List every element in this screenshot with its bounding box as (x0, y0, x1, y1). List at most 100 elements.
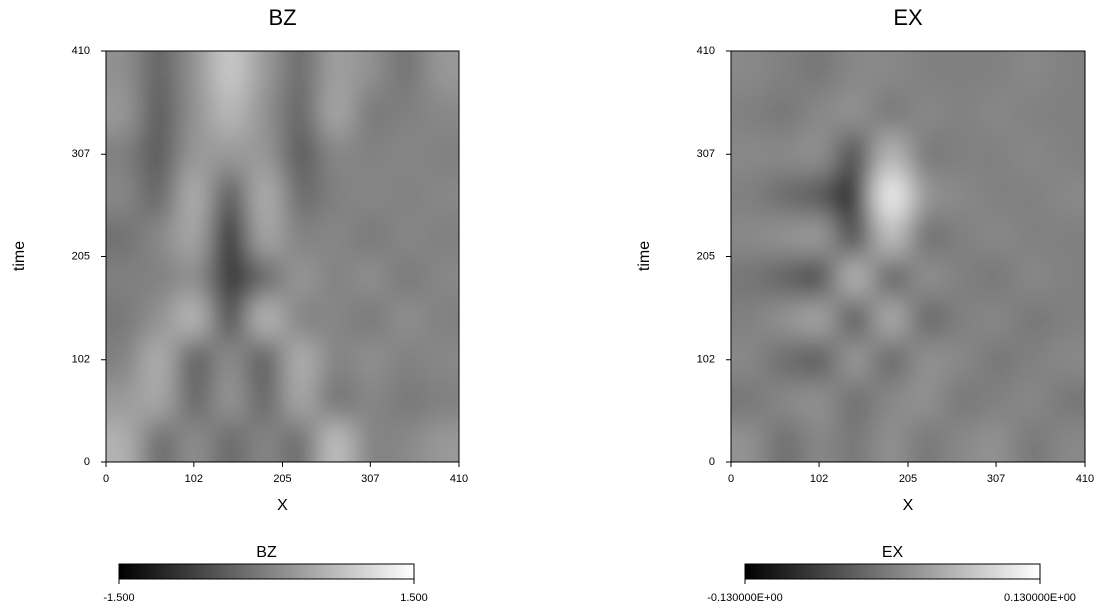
heatmap-cell (1014, 51, 1051, 93)
heatmap-cell (1014, 379, 1051, 422)
heatmap-cell (978, 215, 1015, 257)
x-tick-label: 410 (1076, 473, 1094, 485)
heatmap-cell (978, 338, 1015, 381)
heatmap-cell (353, 420, 389, 462)
heatmap-cell (908, 297, 944, 340)
heatmap-cell (766, 51, 803, 93)
heatmap-cell (872, 215, 909, 257)
heatmap-cell (141, 256, 178, 299)
heatmap-cell (978, 256, 1015, 299)
y-tick-label: 410 (697, 45, 715, 57)
heatmap-cell (388, 133, 425, 175)
heatmap-cell (872, 256, 909, 299)
heatmap-cell (211, 297, 248, 340)
heatmap-cell (388, 256, 425, 299)
heatmap-cell (837, 256, 874, 299)
heatmap-cell (872, 133, 909, 175)
colorbar-tick-label: 0.130000E+00 (1004, 592, 1076, 604)
heatmap-cell (282, 379, 319, 422)
heatmap-cell (978, 420, 1015, 462)
heatmap-cell (1049, 133, 1085, 175)
heatmap-cell (1014, 420, 1051, 462)
heatmap-cell (978, 92, 1015, 134)
heatmap-cell (1014, 215, 1051, 257)
heatmap-cell (766, 338, 803, 381)
heatmap-cell (801, 297, 838, 340)
heatmap-cell (801, 338, 838, 381)
heatmap-cell (908, 174, 944, 216)
heatmap-cell (388, 338, 425, 381)
heatmap-cell (1014, 133, 1051, 175)
heatmap-cell (978, 379, 1015, 422)
heatmap-cell (908, 338, 944, 381)
heatmap-cell (141, 174, 178, 216)
heatmap-cell (176, 215, 213, 257)
heatmap-cell (943, 215, 980, 257)
heatmap-cell (282, 420, 319, 462)
heatmap-cell (731, 174, 767, 216)
heatmap-cell (1049, 379, 1085, 422)
heatmap-cell (423, 174, 459, 216)
heatmap-cell (141, 215, 178, 257)
heatmap-cell (731, 420, 767, 462)
heatmap-cell (423, 92, 459, 134)
heatmap-cell (801, 174, 838, 216)
heatmap-cell (837, 215, 874, 257)
heatmap-cell (978, 174, 1015, 216)
heatmap-cell (211, 215, 248, 257)
heatmap-cell (801, 379, 838, 422)
heatmap-cell (1049, 51, 1085, 93)
heatmap-cell (317, 297, 354, 340)
heatmap-cell (872, 297, 909, 340)
heatmap-cell (423, 420, 459, 462)
heatmap-cell (282, 174, 319, 216)
heatmap-cell (908, 133, 944, 175)
heatmap-cell (141, 420, 178, 462)
heatmap-cell (1014, 297, 1051, 340)
heatmap-cell (1049, 92, 1085, 134)
heatmap-cell (423, 379, 459, 422)
heatmap-cell (801, 420, 838, 462)
heatmap-cell (317, 338, 354, 381)
heatmap-cell (872, 51, 909, 93)
heatmap-cell (908, 379, 944, 422)
heatmap-cell (388, 215, 425, 257)
colorbar-label: EX (882, 544, 904, 561)
heatmap-cell (211, 379, 248, 422)
y-tick-label: 307 (697, 148, 715, 160)
heatmap-cell (766, 174, 803, 216)
x-tick-label: 307 (987, 473, 1005, 485)
heatmap-cell (247, 420, 283, 462)
heatmap-cell (423, 215, 459, 257)
heatmap-cell (353, 92, 389, 134)
heatmap-cell (353, 338, 389, 381)
heatmap-cells (731, 51, 1085, 462)
heatmap-cell (388, 174, 425, 216)
heatmap-cell (801, 256, 838, 299)
heatmap-cell (766, 215, 803, 257)
heatmap-cell (211, 420, 248, 462)
heatmap-cell (1049, 256, 1085, 299)
heatmap-cell (211, 133, 248, 175)
heatmap-cell (141, 338, 178, 381)
heatmap-cell (731, 215, 767, 257)
heatmap-cell (282, 297, 319, 340)
heatmap-cell (837, 92, 874, 134)
heatmap-cell (872, 174, 909, 216)
heatmap-cell (872, 92, 909, 134)
heatmap-cell (176, 297, 213, 340)
y-tick-label: 307 (72, 148, 90, 160)
heatmap-cell (423, 338, 459, 381)
heatmap-cell (317, 256, 354, 299)
heatmap-cell (247, 92, 283, 134)
heatmap-cell (1049, 174, 1085, 216)
heatmap-cell (872, 338, 909, 381)
heatmap-cell (766, 92, 803, 134)
heatmap-cell (353, 174, 389, 216)
heatmap-cell (837, 297, 874, 340)
heatmap-cell (176, 256, 213, 299)
colorbar (118, 563, 415, 580)
heatmap-cell (176, 338, 213, 381)
heatmap-cell (106, 256, 142, 299)
